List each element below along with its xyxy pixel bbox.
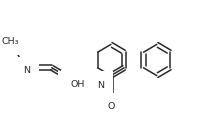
Text: N: N [23,66,30,75]
Text: HN: HN [68,81,82,90]
Text: O: O [107,102,115,111]
Text: N: N [97,81,104,90]
Text: OH: OH [71,80,85,89]
Text: CH₃: CH₃ [1,37,19,46]
